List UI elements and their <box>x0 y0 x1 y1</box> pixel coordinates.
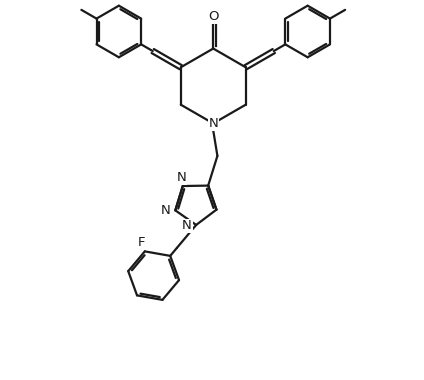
Text: N: N <box>177 171 187 184</box>
Text: N: N <box>161 204 170 217</box>
Text: N: N <box>182 219 192 232</box>
Text: N: N <box>208 117 218 130</box>
Text: F: F <box>138 236 145 249</box>
Text: O: O <box>208 10 218 24</box>
